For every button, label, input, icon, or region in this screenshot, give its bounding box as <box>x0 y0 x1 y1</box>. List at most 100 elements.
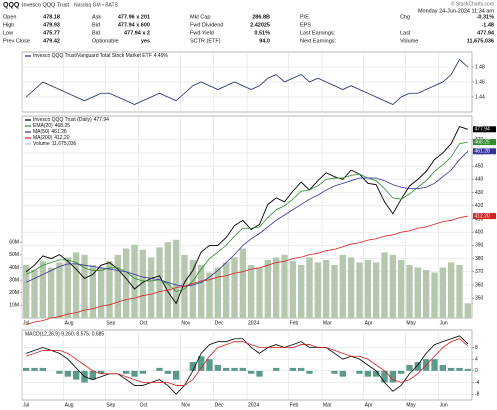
histogram-bar <box>231 367 238 371</box>
last-value-box <box>473 139 496 146</box>
quote-label: Fwd Yield <box>190 30 214 36</box>
series-line <box>25 58 469 105</box>
y-tick-label: 450 <box>475 163 484 169</box>
quote-label: Ask <box>92 14 101 20</box>
quote-label: Low <box>3 30 13 36</box>
x-tick-label: Jul <box>23 402 29 408</box>
histogram-bar <box>39 367 46 371</box>
y-tick-label: -4 <box>475 380 480 386</box>
histogram-bar <box>456 367 463 371</box>
x-tick-label: Mar <box>323 320 332 326</box>
volume-bar <box>64 257 71 318</box>
histogram-bar <box>448 367 455 371</box>
histogram-bar <box>431 359 438 371</box>
quote-label: Last <box>400 30 411 36</box>
y-tick-label: 380 <box>475 256 484 262</box>
x-tick-label: Feb <box>290 320 299 326</box>
volume-bar <box>398 259 405 318</box>
x-tick-label: Jul <box>23 320 29 326</box>
x-tick-label: Jun <box>440 402 448 408</box>
y-tick-label: 440 <box>475 177 484 183</box>
volume-bar <box>123 248 130 318</box>
legend-entry: EMA(20) 468.25 <box>33 123 70 129</box>
histogram-bar <box>381 370 388 383</box>
volume-bar <box>456 264 463 318</box>
volume-bar <box>273 257 280 318</box>
quote-label: Fwd Dividend <box>190 22 223 28</box>
series-line <box>26 215 468 325</box>
histogram-bar <box>389 370 396 383</box>
volume-bar <box>431 272 438 318</box>
histogram-bar <box>31 367 38 371</box>
histogram-bar <box>139 370 146 374</box>
x-tick-label: Mar <box>323 402 332 408</box>
histogram-bar <box>364 370 371 377</box>
quote-label: Last Earnings: <box>300 30 336 36</box>
histogram-bar <box>223 367 230 371</box>
histogram-bar <box>356 370 363 374</box>
histogram-bar <box>339 370 346 377</box>
histogram-bar <box>331 370 338 374</box>
date: Monday 24-Jun-2024 11:34 am <box>418 8 494 14</box>
quote-label: Open <box>3 14 16 20</box>
histogram-bar <box>98 370 105 374</box>
x-tick-label: May <box>406 402 416 408</box>
volume-bar <box>114 254 121 318</box>
quote-label: SCTR (ETF) <box>190 38 221 44</box>
series-line <box>25 141 468 293</box>
quote-label: Bid <box>92 30 100 36</box>
x-tick-label: Apr <box>365 320 373 326</box>
quote-label: Optionable <box>92 38 119 44</box>
histogram-bar <box>214 365 221 371</box>
histogram-bar <box>256 370 263 377</box>
volume-bar <box>373 262 380 318</box>
volume-bar <box>48 267 55 318</box>
quote-label: Prev Close <box>3 38 30 44</box>
volume-bar <box>389 254 396 318</box>
quote-label: Mkt Cap <box>190 14 210 20</box>
series-line <box>25 150 469 287</box>
legend-entry: Invesco QQQ Trust (Daily) 477.94 <box>33 117 109 123</box>
y-tick-label: 4 <box>475 356 478 362</box>
y-tick-label: 410 <box>475 216 484 222</box>
quote-value: 477.96 x 201 <box>118 14 150 20</box>
volume-bar <box>31 270 38 318</box>
series-line <box>25 126 468 305</box>
histogram-bar <box>298 367 305 371</box>
volume-bar <box>214 267 221 318</box>
legend-name: MA(50) <box>33 129 50 135</box>
histogram-bar <box>198 356 205 371</box>
volume-bar <box>173 239 180 318</box>
legend-entry: Volume 11,675,036 <box>33 141 77 147</box>
volume-bar <box>256 267 263 318</box>
legend-value: 412.20 <box>54 135 70 141</box>
volume-bar <box>281 254 288 318</box>
legend-value: 461.28 <box>51 129 67 135</box>
legend-name: EMA(20) <box>33 123 53 129</box>
volume-bar <box>98 267 105 318</box>
last-value-label: 477.94 <box>475 127 491 133</box>
series-line <box>26 338 469 386</box>
volume-bar <box>423 270 430 318</box>
quote-value: yes <box>141 38 150 44</box>
quote-label: High <box>3 22 14 28</box>
last-value-label: 468.25 <box>475 139 491 145</box>
histogram-bar <box>89 370 96 380</box>
x-tick-label: Dec <box>215 402 224 408</box>
histogram-bar <box>23 367 30 371</box>
volume-bar <box>139 249 146 318</box>
last-value-box <box>473 126 496 133</box>
quote-value: 0.51% <box>254 30 270 36</box>
quote-value: -0.31% <box>477 14 495 20</box>
y2-tick-label: 40M <box>9 265 19 271</box>
volume-bar <box>356 262 363 318</box>
legend-value: 468.25 <box>55 123 71 129</box>
volume-bar <box>306 257 313 318</box>
y2-tick-label: 50M <box>9 252 19 258</box>
quote-value: 477.94 x 2 <box>124 30 150 36</box>
histogram-bar <box>239 367 246 371</box>
volume-bar <box>348 257 355 318</box>
legend-value: 477.94 <box>94 117 110 123</box>
x-tick-label: Aug <box>65 402 74 408</box>
